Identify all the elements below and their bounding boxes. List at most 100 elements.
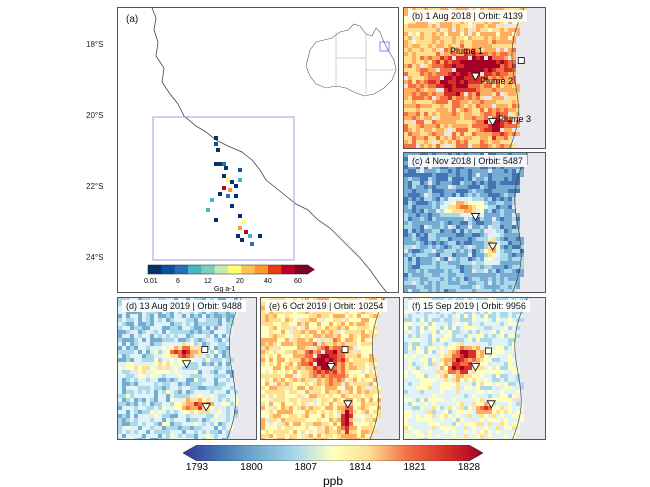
methane-pixel	[194, 326, 198, 330]
methane-pixel	[118, 414, 122, 418]
methane-pixel	[297, 310, 301, 314]
methane-pixel	[281, 414, 285, 418]
methane-pixel	[480, 330, 484, 334]
methane-pixel	[408, 24, 412, 28]
methane-pixel	[496, 193, 500, 197]
methane-pixel	[166, 378, 170, 382]
methane-pixel	[337, 346, 341, 350]
methane-pixel	[464, 193, 468, 197]
methane-pixel	[508, 229, 512, 233]
methane-pixel	[142, 330, 146, 334]
methane-pixel	[321, 322, 325, 326]
methane-pixel	[468, 96, 472, 100]
methane-pixel	[281, 366, 285, 370]
methane-pixel	[508, 257, 512, 261]
methane-pixel	[484, 370, 488, 374]
methane-pixel	[154, 330, 158, 334]
methane-pixel	[373, 334, 377, 338]
methane-pixel	[492, 394, 496, 398]
methane-pixel	[476, 229, 480, 233]
methane-pixel	[500, 80, 504, 84]
emission-pixel	[230, 180, 234, 184]
methane-pixel	[488, 269, 492, 273]
methane-pixel	[452, 426, 456, 430]
methane-pixel	[460, 390, 464, 394]
methane-pixel	[404, 112, 408, 116]
methane-pixel	[472, 390, 476, 394]
methane-pixel	[512, 346, 516, 350]
methane-pixel	[452, 76, 456, 80]
methane-pixel	[456, 140, 460, 144]
methane-pixel	[297, 410, 301, 414]
methane-pixel	[345, 406, 349, 410]
methane-pixel	[134, 358, 138, 362]
methane-pixel	[464, 233, 468, 237]
methane-pixel	[436, 229, 440, 233]
methane-pixel	[162, 390, 166, 394]
methane-pixel	[118, 334, 122, 338]
methane-pixel	[480, 338, 484, 342]
methane-pixel	[480, 394, 484, 398]
methane-pixel	[341, 434, 345, 438]
methane-pixel	[448, 414, 452, 418]
methane-pixel	[512, 366, 516, 370]
methane-pixel	[261, 298, 265, 302]
methane-pixel	[500, 249, 504, 253]
methane-pixel	[404, 390, 408, 394]
methane-pixel	[432, 418, 436, 422]
methane-pixel	[412, 221, 416, 225]
methane-pixel	[468, 241, 472, 245]
methane-pixel	[126, 418, 130, 422]
methane-pixel	[516, 177, 520, 181]
methane-pixel	[512, 165, 516, 169]
methane-pixel	[130, 378, 134, 382]
methane-pixel	[496, 366, 500, 370]
methane-pixel	[464, 342, 468, 346]
methane-pixel	[456, 108, 460, 112]
methane-pixel	[420, 406, 424, 410]
methane-pixel	[508, 100, 512, 104]
methane-pixel	[512, 330, 516, 334]
methane-pixel	[408, 253, 412, 257]
methane-pixel	[293, 390, 297, 394]
methane-pixel	[472, 52, 476, 56]
methane-pixel	[440, 245, 444, 249]
methane-pixel	[412, 346, 416, 350]
methane-pixel	[460, 225, 464, 229]
methane-pixel	[472, 253, 476, 257]
methane-pixel	[404, 362, 408, 366]
methane-pixel	[214, 410, 218, 414]
methane-pixel	[416, 68, 420, 72]
methane-pixel	[408, 120, 412, 124]
methane-pixel	[162, 350, 166, 354]
methane-pixel	[412, 189, 416, 193]
methane-pixel	[492, 310, 496, 314]
methane-pixel	[321, 410, 325, 414]
methane-pixel	[293, 334, 297, 338]
methane-pixel	[234, 398, 238, 402]
methane-pixel	[198, 354, 202, 358]
methane-pixel	[484, 390, 488, 394]
methane-pixel	[293, 426, 297, 430]
methane-pixel	[408, 64, 412, 68]
methane-pixel	[492, 422, 496, 426]
methane-pixel	[408, 108, 412, 112]
methane-pixel	[182, 430, 186, 434]
methane-pixel	[484, 209, 488, 213]
methane-pixel	[460, 370, 464, 374]
methane-pixel	[293, 314, 297, 318]
methane-pixel	[226, 370, 230, 374]
methane-pixel	[281, 350, 285, 354]
methane-pixel	[488, 382, 492, 386]
methane-pixel	[496, 144, 500, 148]
methane-pixel	[516, 237, 520, 241]
methane-pixel	[456, 181, 460, 185]
methane-pixel	[206, 390, 210, 394]
methane-pixel	[496, 92, 500, 96]
methane-pixel	[134, 414, 138, 418]
methane-pixel	[261, 430, 265, 434]
methane-pixel	[333, 398, 337, 402]
methane-pixel	[484, 20, 488, 24]
methane-pixel	[444, 72, 448, 76]
methane-pixel	[325, 402, 329, 406]
